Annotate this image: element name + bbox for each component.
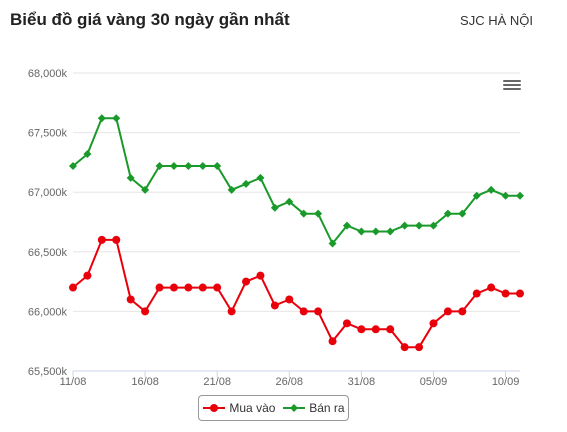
data-point — [69, 161, 77, 170]
data-point — [198, 161, 207, 170]
data-point — [112, 114, 121, 123]
data-point — [458, 307, 467, 316]
data-point — [386, 325, 395, 334]
y-axis: 65,500k 66,000k 66,500k 67,000k 67,500k 68,00… — [28, 68, 68, 378]
data-point — [97, 235, 106, 244]
data-point — [487, 185, 496, 194]
menu-bar — [503, 88, 521, 90]
data-point — [270, 301, 279, 310]
data-point — [342, 221, 351, 230]
data-point — [184, 161, 193, 170]
data-point — [155, 283, 164, 292]
data-point — [472, 289, 481, 298]
grid-lines — [73, 72, 520, 372]
legend-item-sell[interactable]: Bán ra — [282, 401, 345, 415]
data-point — [400, 221, 409, 230]
legend-buy-marker-icon — [203, 404, 226, 412]
menu-bar — [503, 80, 521, 82]
menu-bar — [503, 84, 521, 86]
series-line — [72, 117, 520, 245]
chart-title: Biểu đồ giá vàng 30 ngày gần nhất — [10, 10, 290, 29]
y-tick-label: 66,500k — [28, 247, 68, 259]
data-point — [443, 307, 452, 316]
data-point — [126, 295, 135, 304]
chart-legend: Mua vào Bán ra — [198, 395, 349, 421]
data-point — [227, 185, 236, 194]
data-point — [256, 271, 265, 280]
data-point — [83, 150, 92, 159]
data-point — [357, 227, 366, 236]
data-point — [184, 283, 193, 292]
y-tick-label: 66,000k — [28, 306, 68, 318]
legend-buy-label: Mua vào — [229, 401, 276, 415]
y-tick-label: 67,500k — [28, 128, 68, 140]
data-point — [169, 283, 178, 292]
data-point — [83, 271, 92, 280]
data-point — [169, 161, 178, 170]
data-point — [443, 209, 452, 218]
data-point — [285, 295, 294, 304]
gold-source-label: SJC HÀ NỘI — [460, 13, 533, 28]
legend-sell-label: Bán ra — [309, 401, 345, 415]
data-point — [472, 191, 481, 200]
data-point — [328, 337, 337, 346]
x-tick-label: 05/09 — [420, 376, 448, 388]
data-point — [213, 283, 222, 292]
data-point — [516, 289, 524, 298]
data-point — [256, 173, 265, 182]
data-point — [242, 179, 251, 188]
x-tick-label: 11/08 — [60, 376, 87, 388]
data-point — [429, 319, 438, 328]
data-point — [501, 289, 510, 298]
data-point — [112, 235, 121, 244]
data-point — [386, 227, 395, 236]
data-point — [227, 307, 236, 316]
series-buy — [69, 235, 524, 352]
series-group — [69, 114, 524, 352]
data-point — [314, 307, 323, 316]
x-tick-label: 21/08 — [203, 376, 231, 388]
legend-sell-marker-icon — [283, 404, 306, 412]
y-tick-label: 65,500k — [28, 366, 68, 378]
data-point — [415, 343, 424, 352]
data-point — [328, 239, 337, 248]
data-point — [458, 209, 467, 218]
data-point — [487, 283, 496, 292]
data-point — [198, 283, 207, 292]
data-point — [314, 209, 323, 218]
data-point — [415, 221, 424, 230]
data-point — [501, 191, 510, 200]
data-point — [97, 114, 106, 123]
data-point — [342, 319, 351, 328]
data-point — [126, 173, 135, 182]
series-line — [72, 238, 520, 349]
x-tick-label: 10/09 — [492, 376, 520, 388]
series-sell — [69, 114, 524, 248]
data-point — [429, 221, 438, 230]
data-point — [270, 203, 279, 212]
hamburger-menu-icon[interactable] — [502, 78, 522, 94]
x-tick-label: 26/08 — [276, 376, 304, 388]
data-point — [69, 283, 77, 292]
data-point — [285, 197, 294, 206]
data-point — [516, 191, 524, 200]
data-point — [371, 325, 380, 334]
data-point — [400, 343, 409, 352]
legend-item-buy[interactable]: Mua vào — [202, 401, 275, 415]
y-tick-label: 68,000k — [28, 68, 68, 80]
data-point — [242, 277, 251, 286]
data-point — [141, 185, 150, 194]
data-point — [371, 227, 380, 236]
x-tick-label: 16/08 — [131, 376, 159, 388]
data-point — [213, 161, 222, 170]
data-point — [357, 325, 366, 334]
x-axis: 11/08 16/08 21/08 26/08 31/08 05/09 10/09 — [60, 370, 520, 388]
data-point — [155, 161, 164, 170]
data-point — [141, 307, 150, 316]
data-point — [299, 209, 308, 218]
data-point — [299, 307, 308, 316]
x-tick-label: 31/08 — [348, 376, 376, 388]
y-tick-label: 67,000k — [28, 187, 68, 199]
